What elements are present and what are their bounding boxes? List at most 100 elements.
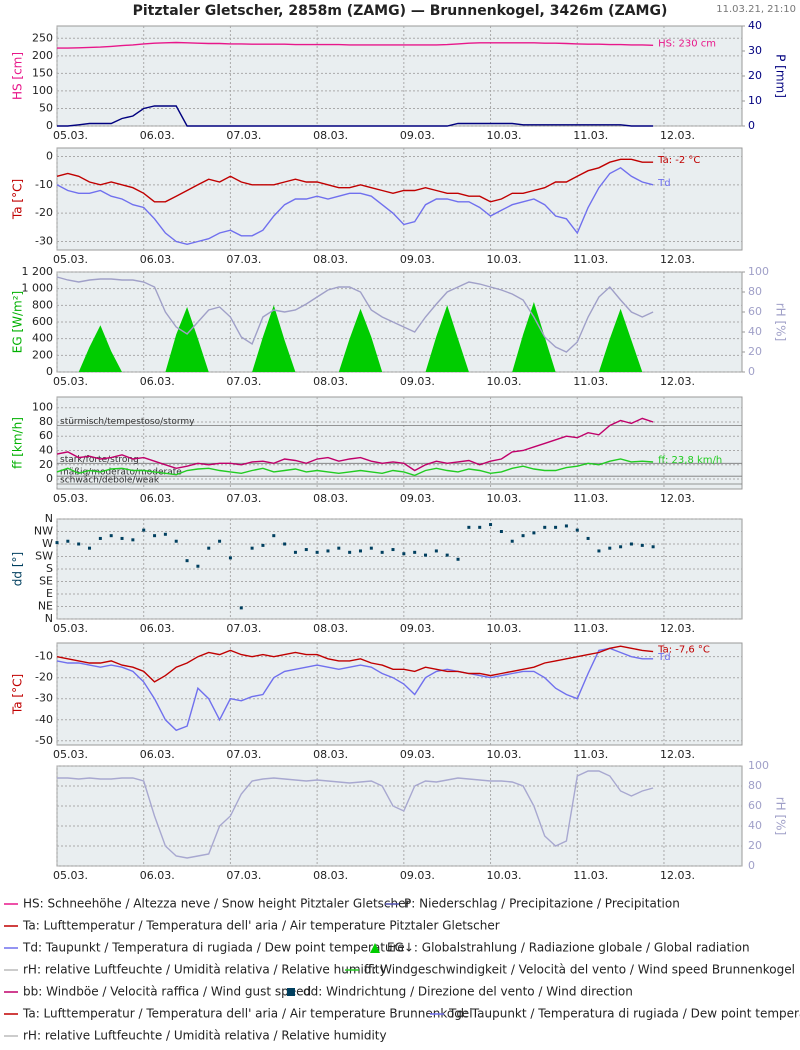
y2-tick-label: 0 — [748, 859, 755, 872]
y2-tick-label: 0 — [748, 119, 755, 132]
y2-tick-label: 40 — [748, 325, 762, 338]
point — [467, 525, 471, 529]
y-tick-label: SE — [39, 575, 53, 588]
point — [207, 546, 211, 550]
level-label: stürmisch/tempestoso/stormy — [60, 417, 195, 427]
y-tick-label: -10 — [35, 650, 53, 663]
y-tick-label: 1 200 — [22, 265, 54, 278]
x-tick-label: 08.03. — [313, 129, 348, 142]
y-tick-label: 0 — [46, 150, 53, 163]
y-axis-label: HS [cm] — [11, 52, 25, 100]
x-tick-label: 08.03. — [313, 375, 348, 388]
x-tick-label: 10.03. — [487, 869, 522, 882]
end-label: Ta: -2 °C — [657, 155, 700, 166]
y2-tick-label: 100 — [748, 265, 769, 278]
point — [239, 606, 243, 610]
y-tick-label: 400 — [32, 332, 53, 345]
y2-tick-label: 80 — [748, 779, 762, 792]
line — [56, 647, 654, 732]
x-tick-label: 09.03. — [400, 129, 435, 142]
x-tick-label: 12.03. — [660, 129, 695, 142]
x-tick-label: 06.03. — [140, 375, 175, 388]
x-tick-label: 05.03. — [53, 375, 88, 388]
x-tick-label: 06.03. — [140, 129, 175, 142]
y2-tick-label: 100 — [748, 759, 769, 772]
x-tick-label: 08.03. — [313, 622, 348, 635]
x-tick-label: 07.03. — [226, 869, 261, 882]
y-tick-label: -40 — [35, 713, 53, 726]
x-tick-label: 05.03. — [53, 129, 88, 142]
y-tick-label: -10 — [35, 178, 53, 191]
x-tick-label: 09.03. — [400, 253, 435, 266]
y-axis-label: dd [°] — [11, 552, 25, 586]
y-tick-label: NW — [34, 525, 53, 538]
point — [77, 542, 81, 546]
point — [261, 543, 265, 547]
y-tick-label: N — [45, 612, 53, 625]
end-label: Td — [657, 652, 670, 663]
x-tick-label: 06.03. — [140, 748, 175, 761]
line — [56, 458, 654, 477]
x-tick-label: 09.03. — [400, 622, 435, 635]
point — [369, 546, 373, 550]
x-tick-label: 11.03. — [573, 253, 608, 266]
y-tick-label: -50 — [35, 734, 53, 747]
point — [640, 543, 644, 547]
y-tick-label: 0 — [46, 119, 53, 132]
point — [445, 553, 449, 557]
point — [326, 549, 330, 553]
point — [478, 525, 482, 529]
legend-label: dd: Windrichtung / Direzione del vento /… — [303, 985, 633, 999]
y2-tick-label: 20 — [748, 839, 762, 852]
legend-label: bb: Windböe / Velocità raffica / Wind gu… — [23, 985, 311, 999]
x-tick-label: 07.03. — [226, 129, 261, 142]
plot-area — [56, 147, 743, 251]
y-axis-label: Ta [°C] — [11, 179, 25, 220]
y-tick-label: 0 — [46, 365, 53, 378]
point — [554, 525, 558, 529]
point — [218, 539, 222, 543]
y2-axis-label: rH [%] — [774, 303, 788, 342]
point — [293, 550, 297, 554]
y2-tick-label: 80 — [748, 285, 762, 298]
legend-label: Td: Taupunkt / Temperatura di rugiada / … — [448, 1007, 800, 1021]
x-tick-label: 07.03. — [226, 375, 261, 388]
area — [57, 302, 654, 372]
level-label: schwach/debole/weak — [60, 476, 160, 486]
end-label: Td — [657, 178, 670, 189]
y-tick-label: -30 — [35, 235, 53, 248]
x-tick-label: 07.03. — [226, 622, 261, 635]
x-tick-label: 05.03. — [53, 869, 88, 882]
y-axis-label: Ta [°C] — [11, 674, 25, 715]
point — [499, 530, 503, 533]
line — [56, 417, 654, 472]
line — [56, 158, 654, 203]
point — [315, 550, 319, 554]
point — [391, 548, 395, 552]
y-tick-label: 150 — [32, 66, 53, 79]
x-tick-label: 05.03. — [53, 492, 88, 505]
point — [521, 534, 525, 538]
point — [142, 528, 146, 532]
x-tick-label: 10.03. — [487, 748, 522, 761]
legend-label: ff: Windgeschwindigkeit / Velocità del v… — [364, 963, 795, 977]
point — [402, 552, 406, 556]
x-tick-label: 09.03. — [400, 492, 435, 505]
x-tick-label: 08.03. — [313, 492, 348, 505]
point — [575, 528, 579, 532]
point — [413, 550, 417, 554]
legend-swatch — [287, 988, 295, 996]
x-tick-label: 06.03. — [140, 622, 175, 635]
x-tick-label: 12.03. — [660, 748, 695, 761]
y2-tick-label: 20 — [748, 69, 762, 82]
y-tick-label: 100 — [32, 401, 53, 414]
end-label: HS: 230 cm — [658, 38, 716, 49]
point — [153, 534, 157, 538]
y2-tick-label: 10 — [748, 94, 762, 107]
y2-tick-label: 40 — [748, 19, 762, 32]
y-tick-label: 100 — [32, 84, 53, 97]
point — [304, 548, 308, 552]
point — [597, 549, 601, 553]
point — [109, 534, 113, 538]
